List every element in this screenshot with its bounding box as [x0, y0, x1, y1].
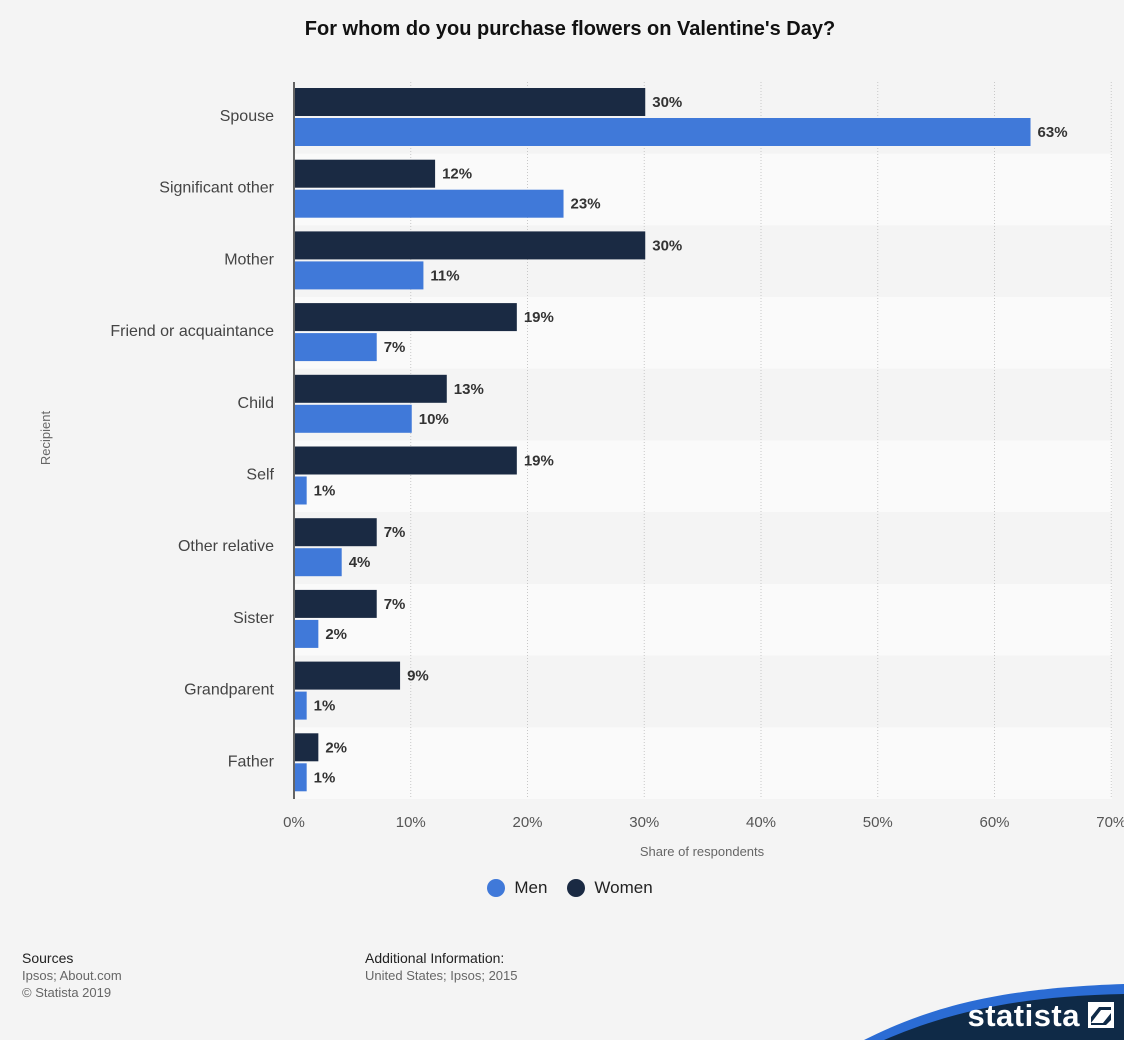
data-label: 2%: [325, 626, 347, 643]
data-label: 12%: [442, 166, 472, 183]
data-label: 7%: [384, 339, 406, 356]
legend-swatch-men: [487, 879, 506, 897]
bar-women: [295, 303, 517, 332]
data-label: 9%: [407, 668, 429, 685]
x-tick-label: 30%: [629, 814, 659, 831]
data-label: 19%: [524, 309, 554, 326]
x-axis-title: Share of respondents: [640, 844, 765, 859]
bar-men: [295, 691, 307, 720]
x-tick-label: 10%: [396, 814, 426, 831]
copyright-text: © Statista 2019: [22, 985, 112, 1000]
brand-name: statista: [967, 998, 1080, 1033]
data-label: 2%: [325, 739, 347, 756]
legend-label-women: Women: [594, 878, 653, 897]
legend-item-men[interactable]: Men: [487, 878, 547, 898]
legend-item-women[interactable]: Women: [567, 878, 653, 898]
sources-heading: Sources: [22, 950, 74, 966]
data-label: 1%: [314, 483, 336, 500]
data-label: 7%: [384, 596, 406, 613]
bar-women: [295, 661, 401, 690]
data-label: 1%: [314, 769, 336, 786]
bar-women: [295, 733, 319, 762]
labels: 0% 10% 20% 30% 40% 50% 60% 70% Spouse 30% 63% Signi…: [110, 94, 1124, 831]
bar-women: [295, 159, 436, 188]
bar-women: [295, 231, 646, 260]
sources-text[interactable]: Ipsos; About.com: [22, 968, 122, 983]
category-label: Spouse: [220, 108, 274, 125]
sources-block: Sources Ipsos; About.com © Statista 2019: [22, 950, 122, 1001]
bars: [295, 88, 1031, 792]
category-label: Mother: [224, 251, 274, 268]
bar-women: [295, 446, 517, 475]
bar-men: [295, 763, 307, 792]
x-tick-label: 60%: [979, 814, 1009, 831]
chart-title: For whom do you purchase flowers on Vale…: [304, 18, 836, 40]
data-label: 4%: [349, 554, 371, 571]
y-axis-title: Recipient: [38, 411, 53, 466]
category-label: Father: [228, 753, 275, 770]
data-label: 63%: [1038, 124, 1068, 141]
bar-chart: 0% 10% 20% 30% 40% 50% 60% 70% Spouse 30% 63% Signi…: [38, 82, 1124, 859]
bar-women: [295, 589, 377, 618]
bar-men: [295, 619, 319, 648]
bar-men: [295, 118, 1031, 146]
bar-men: [295, 476, 307, 505]
data-label: 30%: [652, 237, 682, 254]
x-tick-label: 20%: [512, 814, 542, 831]
data-label: 7%: [384, 524, 406, 541]
additional-info-heading[interactable]: Additional Information:: [365, 950, 505, 966]
data-label: 1%: [314, 698, 336, 715]
bar-women: [295, 88, 646, 116]
data-label: 11%: [430, 267, 459, 284]
data-label: 30%: [652, 94, 682, 111]
additional-info-text: United States; Ipsos; 2015: [365, 968, 518, 983]
bar-women: [295, 374, 447, 403]
statista-icon: [1088, 1002, 1114, 1028]
bar-men: [295, 261, 424, 290]
row-bands: [294, 82, 1112, 799]
statista-logo[interactable]: statista: [824, 970, 1124, 1040]
data-label: 13%: [454, 381, 484, 398]
category-label: Friend or acquaintance: [110, 323, 274, 340]
data-label: 23%: [571, 196, 601, 213]
bar-women: [295, 518, 377, 547]
row-band: [294, 655, 1112, 728]
category-label: Grandparent: [184, 682, 274, 699]
category-label: Significant other: [159, 180, 274, 197]
category-label: Other relative: [178, 538, 274, 555]
legend-swatch-women: [567, 879, 586, 897]
category-label: Child: [238, 395, 274, 412]
row-band: [294, 583, 1112, 656]
bar-men: [295, 333, 377, 362]
x-tick-label: 70%: [1096, 814, 1124, 831]
legend: Men Women: [0, 878, 1124, 898]
data-label: 10%: [419, 411, 449, 428]
additional-info-block: Additional Information: United States; I…: [365, 950, 517, 984]
row-band: [294, 512, 1112, 584]
bar-men: [295, 404, 412, 433]
bar-men: [295, 548, 342, 577]
category-label: Self: [246, 467, 274, 484]
gridlines: [293, 82, 1112, 799]
x-tick-label: 0%: [283, 814, 305, 831]
bar-men: [295, 189, 564, 218]
legend-label-men: Men: [514, 878, 548, 897]
category-label: Sister: [233, 610, 275, 627]
row-band: [294, 727, 1112, 799]
x-tick-label: 40%: [746, 814, 776, 831]
data-label: 19%: [524, 453, 554, 470]
brand-wave: [864, 984, 1124, 1040]
x-tick-label: 50%: [863, 814, 893, 831]
